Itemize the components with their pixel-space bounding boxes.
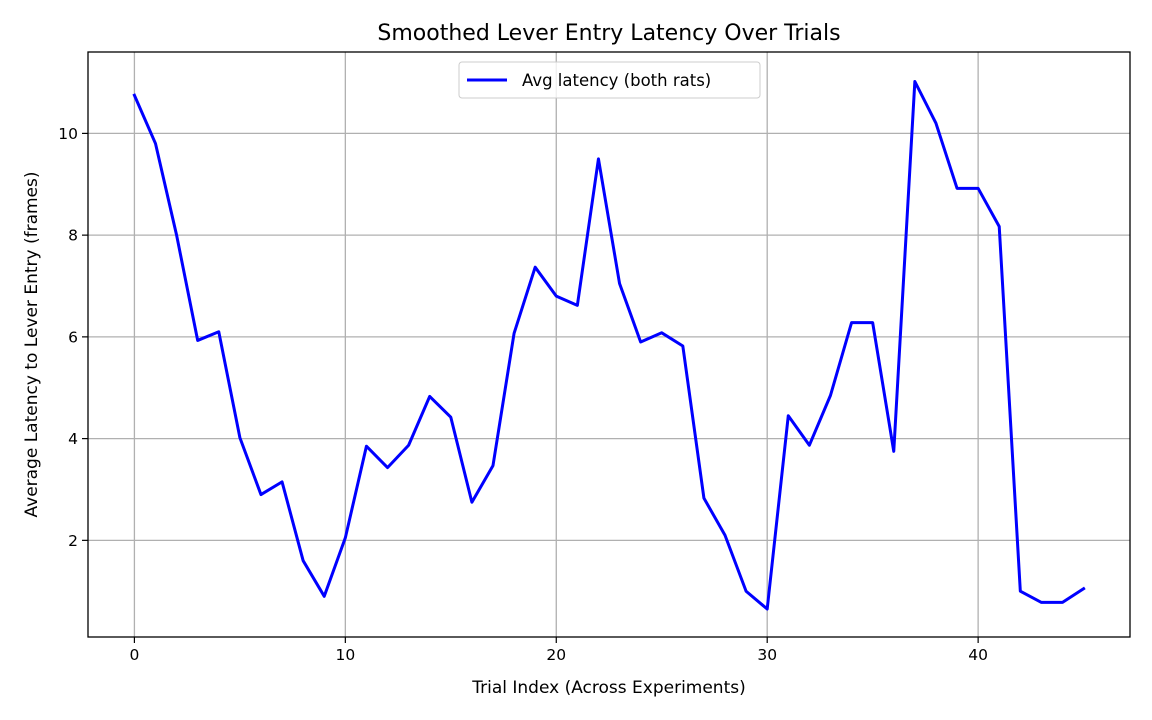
x-tick-label: 30 xyxy=(757,646,777,664)
x-tick-label: 10 xyxy=(335,646,355,664)
grid-lines xyxy=(88,52,1130,637)
y-tick-label: 8 xyxy=(68,227,78,245)
legend-box xyxy=(458,61,761,99)
x-tick-label: 40 xyxy=(968,646,988,664)
legend: Avg latency (both rats) xyxy=(458,61,761,99)
y-tick-label: 2 xyxy=(68,532,78,550)
series-layer xyxy=(132,80,1086,611)
chart-title: Smoothed Lever Entry Latency Over Trials xyxy=(377,21,840,46)
x-axis-label: Trial Index (Across Experiments) xyxy=(471,678,746,698)
x-tick-label: 20 xyxy=(546,646,566,664)
y-tick-label: 10 xyxy=(58,125,78,143)
y-tick-label: 6 xyxy=(68,328,78,346)
series-line xyxy=(132,80,1086,611)
x-tick-label: 0 xyxy=(129,646,139,664)
legend-label: Avg latency (both rats) xyxy=(522,71,711,90)
axis-ticks: 0 10 20 30 40 2 4 6 8 10 xyxy=(58,125,988,664)
y-tick-label: 4 xyxy=(68,430,78,448)
plot-area-frame xyxy=(87,51,1131,638)
y-axis-label: Average Latency to Lever Entry (frames) xyxy=(22,172,42,518)
